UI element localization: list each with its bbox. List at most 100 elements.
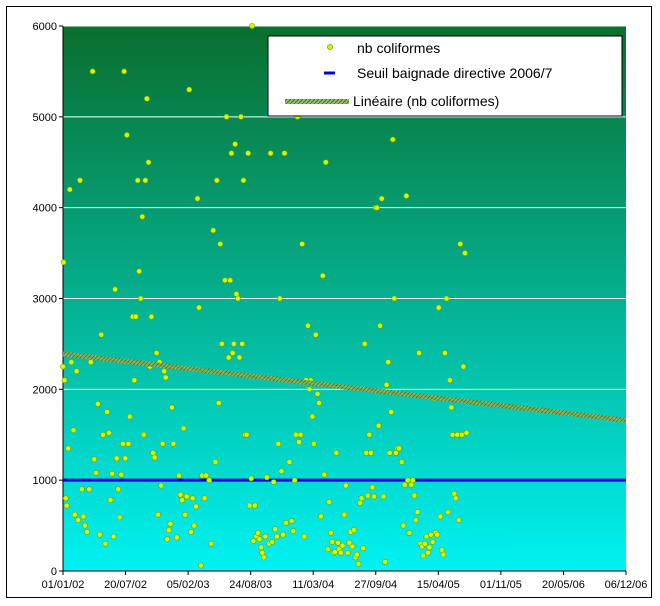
- data-point: [179, 497, 185, 503]
- x-tick-label: 15/04/05: [417, 579, 460, 591]
- scatter-chart: 0 1000 2000 3000 4000 5000 6000 01/01/02 20/07/…: [33, 21, 648, 591]
- data-point: [210, 227, 217, 234]
- data-point: [196, 304, 202, 311]
- data-point: [275, 440, 282, 447]
- data-point: [206, 477, 213, 484]
- data-point: [112, 286, 118, 293]
- data-point: [66, 186, 73, 193]
- data-point: [272, 526, 279, 533]
- data-point: [134, 177, 141, 184]
- data-point: [258, 544, 264, 551]
- x-tick-label: 24/08/03: [229, 579, 272, 591]
- data-point: [369, 484, 376, 491]
- data-point: [457, 241, 464, 247]
- data-point: [227, 277, 234, 284]
- data-point: [416, 350, 422, 356]
- data-point: [137, 295, 144, 302]
- data-point: [68, 359, 75, 365]
- data-point: [155, 511, 161, 518]
- chart-frame: 0 1000 2000 3000 4000 5000 6000 01/01/02 20/07/…: [6, 6, 652, 598]
- data-point: [182, 511, 189, 518]
- data-point: [344, 549, 351, 556]
- data-point: [121, 68, 127, 75]
- data-point: [131, 377, 138, 384]
- data-point: [334, 539, 341, 546]
- data-point: [248, 475, 255, 482]
- data-point: [75, 517, 81, 523]
- data-point: [109, 470, 115, 477]
- data-point: [229, 350, 236, 356]
- data-point: [319, 272, 326, 279]
- data-point: [161, 368, 168, 375]
- data-point: [223, 113, 230, 120]
- data-point: [113, 455, 120, 462]
- data-point: [270, 479, 277, 485]
- data-point: [70, 427, 77, 434]
- data-point: [63, 502, 70, 509]
- y-tick-label: 3000: [33, 294, 57, 306]
- x-axis: 01/01/02 20/07/02 05/02/03 24/08/03 11/03/04…: [42, 571, 647, 591]
- data-point: [452, 495, 459, 502]
- data-point: [215, 400, 222, 406]
- data-point: [414, 509, 421, 515]
- data-point: [158, 482, 164, 489]
- data-point: [245, 150, 251, 157]
- data-point: [222, 277, 228, 284]
- data-point: [386, 449, 393, 456]
- trend-line-layer: [62, 351, 627, 423]
- data-point: [455, 517, 462, 523]
- data-point: [159, 440, 166, 447]
- data-point: [286, 459, 293, 465]
- data-point: [349, 543, 356, 550]
- data-point: [93, 469, 99, 476]
- data-point: [321, 471, 328, 478]
- data-point: [309, 413, 316, 420]
- data-point: [366, 431, 373, 438]
- data-points: [60, 23, 470, 569]
- legend-box: [267, 35, 623, 117]
- data-point: [434, 531, 441, 538]
- data-point: [429, 539, 436, 545]
- data-point: [77, 177, 83, 184]
- data-point: [291, 477, 298, 484]
- data-point: [217, 241, 224, 247]
- y-tick-label: 1000: [33, 475, 57, 487]
- data-point: [260, 554, 267, 561]
- data-point: [170, 440, 177, 447]
- data-point: [462, 250, 468, 256]
- data-point: [164, 536, 171, 543]
- data-point: [249, 23, 255, 29]
- data-point: [367, 449, 374, 456]
- data-point: [153, 350, 160, 356]
- data-point: [89, 68, 96, 75]
- data-point: [312, 331, 319, 338]
- data-point: [380, 493, 387, 500]
- data-point: [96, 531, 103, 538]
- data-point: [263, 474, 270, 481]
- data-point: [360, 545, 367, 552]
- data-point: [250, 538, 257, 544]
- x-tick-label: 01/01/02: [42, 579, 85, 591]
- data-point: [375, 422, 382, 429]
- data-point: [401, 481, 408, 488]
- y-axis: 0 1000 2000 3000 4000 5000 6000: [33, 21, 63, 578]
- data-point: [278, 468, 285, 474]
- data-point: [240, 177, 247, 184]
- data-point: [203, 472, 209, 479]
- x-tick-label: 20/07/02: [104, 579, 147, 591]
- data-point: [350, 527, 357, 533]
- data-point: [378, 195, 385, 202]
- data-point: [290, 528, 296, 534]
- data-point: [281, 150, 288, 157]
- data-point: [98, 331, 105, 338]
- data-point: [208, 540, 214, 547]
- data-point: [342, 482, 349, 489]
- x-tick-label: 05/02/03: [167, 579, 210, 591]
- data-point: [201, 495, 208, 502]
- x-tick-label: 27/09/04: [354, 579, 397, 591]
- data-point: [460, 363, 467, 370]
- data-point: [167, 520, 174, 527]
- data-point: [306, 386, 313, 393]
- data-point: [142, 177, 149, 184]
- data-point: [110, 533, 117, 540]
